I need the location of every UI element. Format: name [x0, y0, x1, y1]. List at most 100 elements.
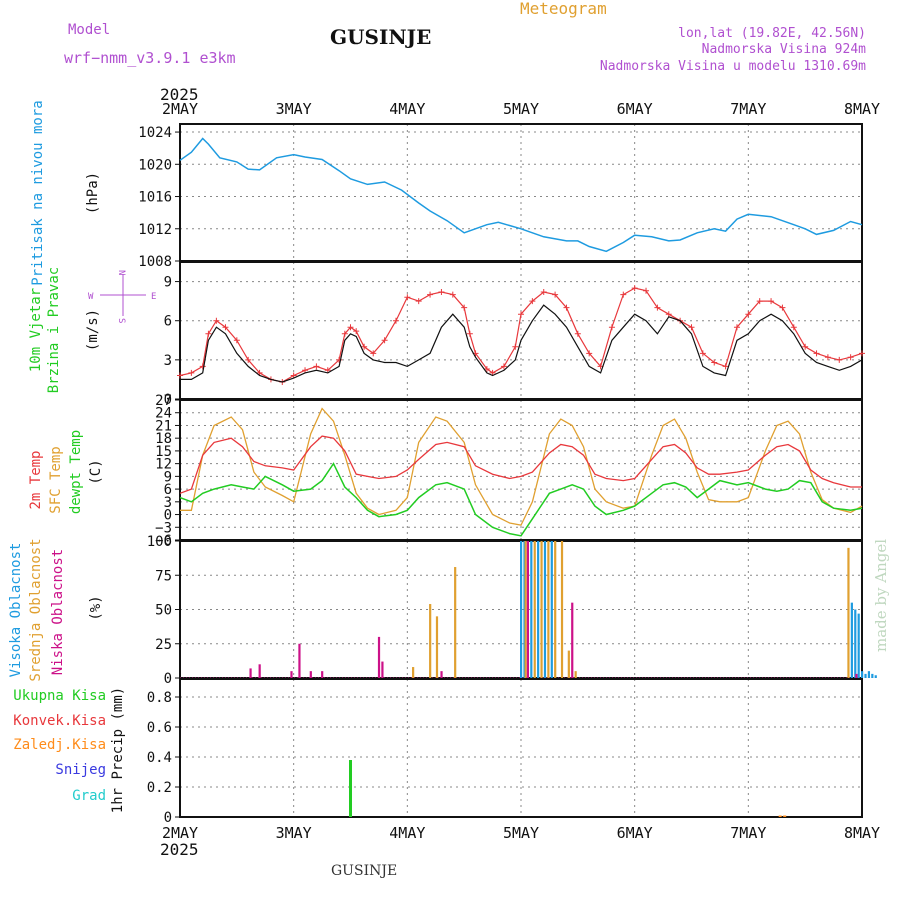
cloud-low-bar: [249, 668, 252, 678]
precip-plot: 0 0.2 0.4 0.6 0.8: [147, 678, 863, 826]
gust-marker: [574, 330, 581, 337]
gust-marker: [177, 372, 183, 379]
y-tick-label: 0.2: [147, 780, 172, 796]
time-label-top: 7MAY: [730, 100, 766, 118]
panel-frame: [179, 261, 863, 400]
cloud-mid-bar: [435, 616, 439, 678]
cloud-high-bar: [861, 671, 864, 678]
cloud-high-bar: [850, 602, 853, 678]
lonlat-label: lon,lat (19.82E, 42.56N): [678, 26, 866, 41]
cloud-mid-bar: [547, 541, 550, 678]
gust-marker: [438, 289, 445, 296]
cloud-high-bar: [523, 541, 526, 678]
credit-label: made by Angel: [872, 539, 890, 652]
gust-marker: [313, 363, 320, 370]
y-tick-label: 100: [147, 534, 172, 550]
temp-ylabel-sfc: SFC Temp: [48, 446, 64, 513]
cloud-low-bar: [377, 636, 381, 678]
precip-label-hail: Grad: [72, 788, 106, 804]
precip-bar: [783, 815, 787, 817]
gust-marker: [824, 354, 831, 361]
precip-label-total: Ukupna Kisa: [13, 688, 106, 704]
gust-marker: [733, 324, 740, 331]
gust-marker: [779, 304, 786, 311]
gust-marker: [563, 304, 570, 311]
y-tick-label: 1016: [138, 190, 172, 206]
time-labels-bottom: 2MAY 3MAY 4MAY 5MAY 6MAY 7MAY 8MAY: [162, 824, 880, 842]
cloud-low-bar: [290, 671, 293, 678]
gust-marker: [347, 324, 354, 331]
pressure-panel: Pritisak na nivou mora (hPa) 1008 1012 101…: [30, 100, 863, 286]
model-elevation-label: Nadmorska Visina u modelu 1310.69m: [600, 59, 866, 74]
gust-marker: [711, 359, 718, 366]
cloud-unit: (%): [88, 595, 104, 620]
y-tick-label: 18: [155, 431, 172, 447]
y-tick-label: −6: [155, 533, 172, 549]
cloud-high-bar: [537, 541, 540, 678]
gust-marker: [745, 311, 752, 318]
cloud-high-bar: [520, 541, 523, 678]
pressure-plot: 1008 1012 1016 1020 1024: [138, 123, 863, 270]
model-name: wrf−nmm_v3.9.1 e3km: [64, 49, 236, 67]
model-label: Model: [68, 22, 110, 38]
cloud-high-bar: [543, 541, 547, 678]
gust-marker: [341, 330, 348, 337]
gust-marker: [370, 350, 377, 357]
wind-ylabel: 10m Vjetar: [28, 288, 44, 372]
cloud-mid-bar: [574, 671, 577, 678]
y-tick-label: 3: [164, 353, 172, 369]
gust-marker: [802, 343, 809, 350]
cloud-low-bar: [526, 541, 530, 678]
cloud-mid-bar: [554, 541, 557, 678]
time-label-bottom: 6MAY: [617, 824, 653, 842]
time-label-top: 3MAY: [276, 100, 312, 118]
y-tick-label: 12: [155, 457, 172, 473]
chart-title: GUSINJE: [330, 25, 431, 49]
cloud-mid-bar: [524, 541, 527, 678]
gust-marker: [205, 330, 212, 337]
time-label-top: 4MAY: [389, 100, 425, 118]
cloud-mid-bar: [847, 547, 850, 678]
precip-label-snow: Snijeg: [55, 762, 106, 778]
temp-ylabel-dewpt: dewpt Temp: [68, 430, 84, 514]
cloud-high-bar: [871, 673, 874, 678]
wind-ylabel-sub: Brzina i Pravac: [46, 267, 62, 393]
gust-marker: [213, 317, 220, 324]
gust-marker: [699, 350, 706, 357]
wind-panel: 10m Vjetar Brzina i Pravac (m/s) W E N S…: [28, 261, 865, 408]
cloud-mid-bar: [454, 567, 457, 678]
cloud-mid-bar: [412, 667, 415, 678]
time-label-bottom: 4MAY: [389, 824, 425, 842]
gust-marker: [620, 291, 627, 298]
cloud-mid-bar: [540, 541, 543, 678]
gust-marker: [518, 311, 524, 318]
y-tick-label: 0.6: [147, 720, 172, 736]
gust-marker: [722, 363, 729, 370]
wind-speed-line: [180, 304, 863, 383]
cloud-low-bar: [321, 671, 324, 678]
y-tick-label: 1020: [138, 157, 172, 173]
precip-bar: [349, 760, 352, 817]
cloud-high-bar: [864, 673, 867, 678]
wind-unit: (m/s): [85, 309, 101, 351]
y-tick-label: 3: [164, 495, 172, 511]
gust-marker: [381, 337, 388, 344]
pressure-ylabel: Pritisak na nivou mora: [30, 100, 46, 285]
time-label-top: 6MAY: [617, 100, 653, 118]
compass-rose: W E N S: [88, 270, 156, 323]
gust-marker: [353, 328, 360, 335]
precip-panel: Ukupna Kisa Konvek.Kisa Zaledj.Kisa Snij…: [13, 678, 863, 826]
gust-marker: [415, 298, 422, 305]
temp-2m-line: [179, 435, 862, 494]
cloud-mid-bar: [533, 541, 536, 678]
gust-marker: [586, 350, 593, 357]
gust-marker: [404, 294, 411, 301]
y-tick-label: 0: [164, 508, 172, 524]
gust-marker: [608, 324, 615, 331]
sfc-temp-line: [180, 407, 863, 526]
cloud-high-bar: [867, 671, 871, 678]
time-label-top: 2MAY: [162, 100, 198, 118]
compass-w: W: [88, 292, 94, 302]
wind-plot: 0 3 6 9: [164, 261, 865, 408]
